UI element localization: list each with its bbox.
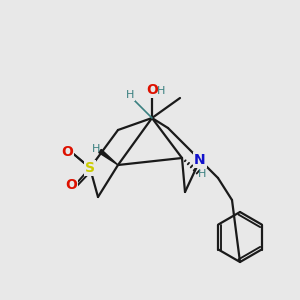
Text: H: H — [198, 169, 206, 179]
Text: O: O — [65, 178, 77, 192]
Text: O: O — [146, 83, 158, 97]
Text: S: S — [85, 161, 95, 175]
Text: H: H — [92, 144, 100, 154]
Text: N: N — [194, 153, 206, 167]
Text: H: H — [157, 86, 165, 96]
Polygon shape — [99, 149, 118, 165]
Text: H: H — [126, 90, 134, 100]
Text: O: O — [61, 145, 73, 159]
